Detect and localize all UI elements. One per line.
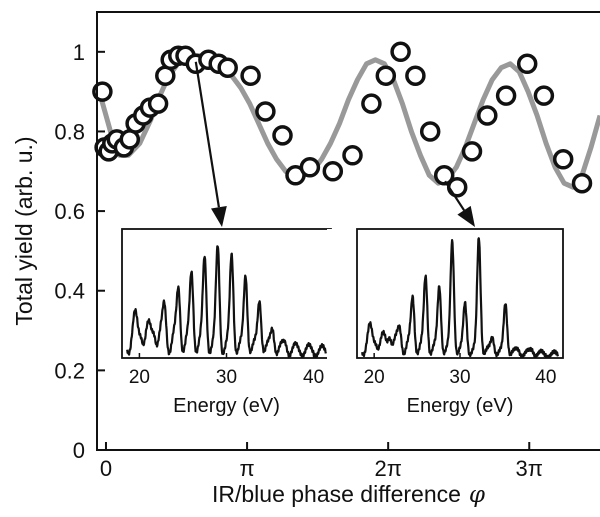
spectrum-line	[126, 245, 327, 359]
data-point	[477, 105, 498, 126]
data-point	[461, 141, 483, 162]
inset-x-tick-label: 40	[535, 367, 556, 388]
data-point	[552, 149, 574, 170]
data-point	[240, 65, 261, 86]
fit-curve-layer	[99, 53, 600, 190]
annotation-arrows-layer	[194, 61, 475, 227]
data-point	[147, 93, 169, 114]
data-point	[92, 81, 113, 102]
inset-1: 20 30 40 Energy (eV)	[92, 228, 337, 420]
arrow-shaft	[444, 180, 466, 211]
fit-curve	[99, 53, 600, 190]
spectrum-line	[361, 237, 559, 359]
x-tick-label: 2π	[374, 456, 401, 481]
data-markers-layer	[92, 41, 593, 198]
data-point	[272, 125, 293, 146]
data-point	[375, 65, 397, 86]
y-tick-label: 0.2	[54, 358, 85, 383]
arrow-shaft	[194, 61, 220, 208]
data-point	[446, 176, 468, 198]
y-tick-label: 0.4	[54, 279, 85, 304]
inset-x-tick-label: 20	[129, 367, 150, 388]
inset-x-tick-label: 30	[216, 367, 237, 388]
data-point	[419, 121, 441, 142]
y-axis-label: Total yield (arb. u.)	[11, 136, 37, 325]
data-point	[516, 53, 538, 75]
main-axis-ticks: 0 0.2 0.4 0.6 0.8 1 0 π 2π 3π	[54, 40, 543, 481]
data-point	[405, 65, 426, 86]
data-point	[495, 85, 517, 106]
x-tick-label: 3π	[516, 456, 543, 481]
x-tick-label: π	[239, 456, 254, 481]
arrow-head	[211, 206, 227, 227]
inset-x-axis-label: Energy (eV)	[407, 395, 514, 417]
data-point	[217, 57, 238, 78]
inset-x-tick-label: 40	[303, 367, 324, 388]
data-point	[433, 165, 455, 186]
x-tick-label: 0	[100, 456, 112, 481]
inset-x-tick-label: 20	[364, 367, 385, 388]
x-axis-label-symbol: φ	[469, 482, 486, 508]
inset-2: 20 30 40 Energy (eV)	[327, 228, 569, 420]
data-point	[361, 93, 382, 114]
inset-x-tick-label: 30	[449, 367, 470, 388]
y-tick-label: 0	[73, 438, 85, 463]
data-point	[255, 101, 276, 122]
main-plot-frame	[96, 11, 600, 451]
y-tick-label: 1	[73, 40, 85, 65]
data-point	[390, 41, 411, 63]
annotation-arrow	[194, 61, 227, 227]
x-axis-label-text: IR/blue phase difference	[212, 481, 461, 507]
data-point	[342, 145, 363, 166]
insets-layer: 20 30 40 Energy (eV) 20 30 40 Energy (eV)	[92, 228, 569, 420]
arrow-head	[457, 205, 475, 227]
annotation-arrow	[444, 180, 475, 227]
data-point	[322, 161, 344, 182]
y-tick-label: 0.6	[54, 199, 85, 224]
data-point	[299, 157, 321, 178]
x-axis-label: IR/blue phase difference φ	[212, 481, 486, 508]
inset-x-axis-label: Energy (eV)	[173, 395, 280, 417]
y-tick-label: 0.8	[54, 119, 85, 144]
data-point	[571, 172, 593, 194]
data-point	[533, 85, 555, 106]
